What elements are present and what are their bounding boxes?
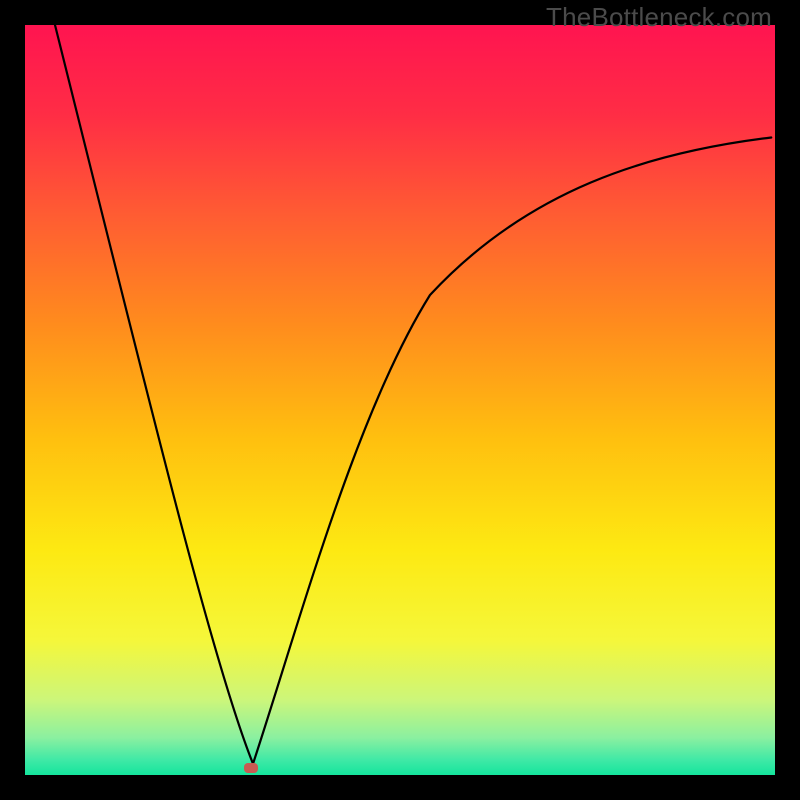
watermark-text: TheBottleneck.com — [546, 2, 772, 33]
optimum-marker — [244, 763, 258, 773]
plot-area — [25, 25, 775, 775]
plot-svg — [25, 25, 775, 775]
chart-outer: TheBottleneck.com — [0, 0, 800, 800]
gradient-background — [25, 25, 775, 775]
